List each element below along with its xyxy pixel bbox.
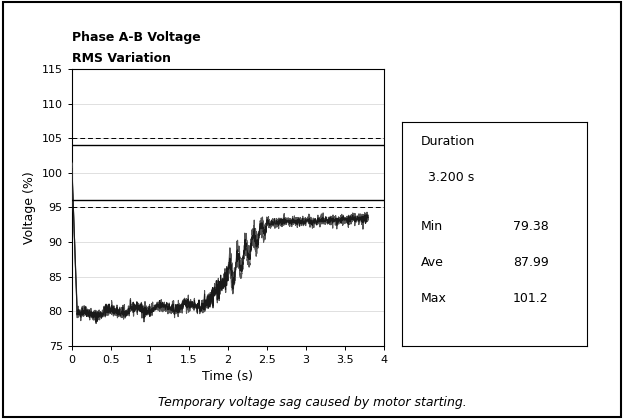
Text: RMS Variation: RMS Variation xyxy=(72,52,171,65)
Text: 3.200 s: 3.200 s xyxy=(428,171,474,184)
Text: 79.38: 79.38 xyxy=(513,220,548,233)
Text: Ave: Ave xyxy=(421,256,444,269)
Text: Duration: Duration xyxy=(421,135,475,148)
Text: Min: Min xyxy=(421,220,443,233)
Y-axis label: Voltage (%): Voltage (%) xyxy=(23,171,36,244)
Text: Max: Max xyxy=(421,292,447,305)
Text: 87.99: 87.99 xyxy=(513,256,548,269)
Text: Temporary voltage sag caused by motor starting.: Temporary voltage sag caused by motor st… xyxy=(158,396,466,409)
Text: 101.2: 101.2 xyxy=(513,292,548,305)
Text: Phase A-B Voltage: Phase A-B Voltage xyxy=(72,31,200,44)
X-axis label: Time (s): Time (s) xyxy=(202,370,253,383)
